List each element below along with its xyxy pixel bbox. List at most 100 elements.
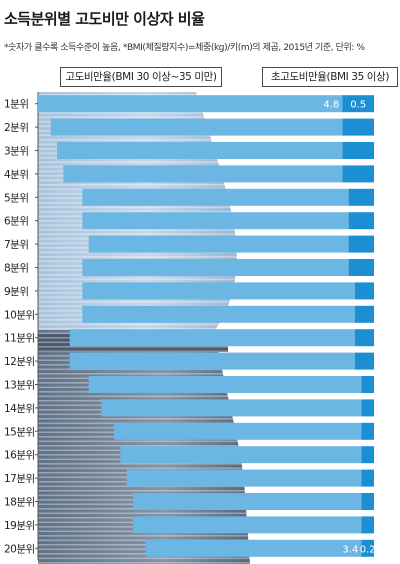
background-stripe (38, 350, 253, 353)
bar-severe (342, 142, 374, 159)
bar-obese (82, 259, 349, 276)
bar-obese (126, 469, 362, 487)
bar-severe (342, 165, 374, 183)
background-stripe (38, 373, 253, 375)
background-stripe (38, 161, 253, 164)
bar-severe (354, 282, 374, 300)
background-stripe (38, 323, 253, 326)
bar-severe (361, 539, 374, 557)
category-label: 16분위 (4, 449, 35, 462)
legend-severe-label: 초고도비만율(BMI 35 이상) (270, 71, 390, 83)
category-label: 7분위 (4, 238, 29, 251)
background-stripe (38, 544, 253, 546)
bar-severe (342, 95, 374, 113)
background-stripe (38, 553, 253, 555)
bar-severe (348, 188, 374, 206)
background-stripe (38, 94, 253, 96)
background-stripe (38, 467, 253, 470)
bar-severe (354, 352, 374, 370)
background-stripe (38, 395, 253, 398)
background-stripe (38, 463, 253, 465)
data-label-severe: 0.5 (350, 100, 366, 111)
background-stripe (38, 548, 253, 551)
category-label: 19분위 (4, 519, 35, 532)
background-stripe (38, 440, 253, 443)
background-stripe (38, 512, 253, 515)
bar-obese (145, 539, 362, 557)
bar-obese (82, 282, 355, 300)
data-label-obese: 3.4 (342, 544, 358, 555)
bar-severe (361, 376, 374, 393)
bar-obese (69, 352, 355, 370)
category-label: 12분위 (4, 355, 35, 368)
background-stripe (38, 278, 253, 281)
bar-severe (361, 493, 374, 510)
bar-severe (354, 305, 374, 323)
bar-obese (88, 235, 349, 253)
category-label: 13분위 (4, 379, 35, 392)
bar-obese (82, 212, 349, 230)
bar-obese (133, 493, 362, 510)
bar-severe (361, 446, 374, 464)
background-stripe (38, 256, 253, 258)
bar-severe (342, 118, 374, 136)
bar-obese (50, 118, 343, 136)
background-stripe (38, 539, 253, 542)
bar-obese (101, 399, 362, 417)
bar-severe (361, 469, 374, 487)
data-label-severe: 0.2 (360, 544, 376, 555)
bar-obese (38, 95, 343, 113)
bar-obese (88, 376, 362, 393)
category-label: 14분위 (4, 402, 35, 415)
bar-obese (133, 516, 362, 534)
bar-severe (361, 516, 374, 534)
background-stripe (38, 301, 253, 303)
bar-obese (63, 165, 343, 183)
background-stripe (38, 211, 253, 213)
bar-obese (114, 422, 362, 440)
background-stripe (38, 557, 253, 560)
category-label: 20분위 (4, 542, 35, 555)
category-label: 6분위 (4, 215, 29, 228)
background-stripe (38, 184, 253, 186)
bar-obese (69, 329, 355, 347)
bar-obese (82, 188, 349, 206)
background-stripe (38, 112, 253, 114)
legend-severe: 초고도비만율(BMI 35 이상) (262, 67, 398, 87)
background-stripe (38, 116, 253, 119)
category-label: 8분위 (4, 262, 29, 275)
background-stripe (38, 206, 253, 209)
bar-severe (348, 259, 374, 276)
background-stripe (38, 328, 253, 330)
background-stripe (38, 139, 253, 141)
bar-severe (348, 235, 374, 253)
category-label: 11분위 (4, 332, 35, 345)
bar-severe (361, 399, 374, 417)
chart-title: 소득분위별 고도비만 이상자 비율 (4, 10, 205, 28)
background-stripe (38, 233, 253, 236)
background-stripe (38, 418, 253, 420)
legend-obese: 고도비만율(BMI 30 이상~35 미만) (60, 67, 222, 87)
bar-severe (348, 212, 374, 230)
category-label: 10분위 (4, 308, 35, 321)
category-label: 2분위 (4, 121, 29, 134)
background-stripe (38, 535, 253, 537)
category-label: 3분위 (4, 145, 29, 158)
category-labels: 1분위 2분위 3분위 4분위 5분위 6분위 7분위 8분위 9분위 10분위 11분위 12분위 1… (4, 98, 38, 555)
category-label: 4분위 (4, 168, 29, 181)
category-label: 9분위 (4, 285, 29, 298)
category-label: 15분위 (4, 425, 35, 438)
bar-severe (354, 329, 374, 347)
background-stripe (38, 346, 253, 348)
bar-obese (82, 305, 355, 323)
chart-note: *숫자가 클수록 소득수준이 높음, *BMI(체질량지수)=체중(kg)/키(… (4, 43, 365, 53)
data-labels-group: 4.8 0.5 3.4 0.2 (323, 100, 375, 556)
category-label: 18분위 (4, 496, 35, 509)
background-stripe (38, 490, 253, 492)
category-label: 5분위 (4, 191, 29, 204)
category-label: 1분위 (4, 98, 29, 111)
bar-severe (361, 422, 374, 440)
category-label: 17분위 (4, 472, 35, 485)
data-label-obese: 4.8 (323, 100, 339, 111)
